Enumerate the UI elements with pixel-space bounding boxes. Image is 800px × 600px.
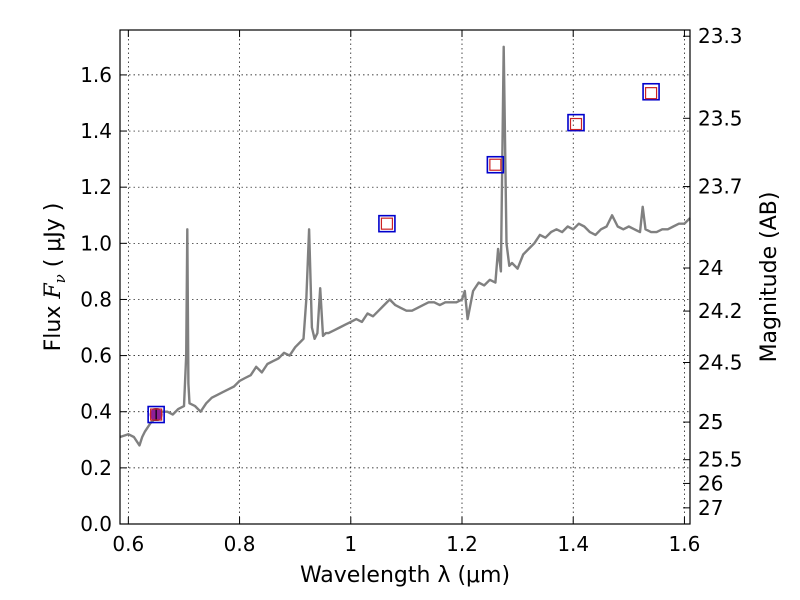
- x-tick-label: 1.2: [446, 532, 478, 556]
- y2-tick-label: 27: [698, 496, 723, 520]
- y-axis-label-symbol: F: [41, 283, 66, 300]
- y2-tick-label: 23.3: [698, 24, 743, 48]
- model-photometry-blue-box: [147, 405, 165, 424]
- y2-tick-label: 25.5: [698, 448, 743, 472]
- x-tick-label: 1: [344, 532, 357, 556]
- model-photometry-red-box: [380, 217, 394, 230]
- y-axis-label-suffix: ( μJy ): [41, 203, 66, 275]
- y-tick-label: 1.2: [80, 175, 112, 199]
- y2-tick-label: 24: [698, 256, 723, 280]
- y-tick-label: 0.4: [80, 400, 112, 424]
- y-axis-label-sub: ν: [51, 274, 69, 283]
- x-tick-label: 1.6: [669, 532, 701, 556]
- y2-tick-label: 23.7: [698, 175, 743, 199]
- y2-tick-label: 24.5: [698, 350, 743, 374]
- y2-tick-label: 23.5: [698, 106, 743, 130]
- x-axis-label: Wavelength λ (μm): [300, 563, 510, 588]
- x-tick-label: 1.4: [557, 532, 589, 556]
- y2-tick-label: 26: [698, 471, 723, 495]
- y2-axis-label: Magnitude (AB): [757, 192, 782, 363]
- model-photometry-blue-box: [567, 113, 585, 132]
- y-tick-label: 1.0: [80, 231, 112, 255]
- y-tick-label: 0.0: [80, 512, 112, 536]
- y-axis-label-prefix: Flux: [41, 299, 66, 352]
- plot-area: [119, 45, 691, 447]
- plot-frame: [119, 29, 691, 525]
- y-tick-label: 0.2: [80, 456, 112, 480]
- y2-tick-label: 25: [698, 410, 723, 434]
- y-tick-label: 1.6: [80, 63, 112, 87]
- axes-ticks: 0.6 0.8 1 1.2 1.4 1.6 0.0 0.2 0.4 0.6 0.8 1.0 1.2 1.4…: [80, 24, 742, 556]
- y-axis-label: Flux Fν ( μJy ): [41, 203, 69, 352]
- y-tick-label: 0.8: [80, 287, 112, 311]
- model-photometry-red-box: [150, 408, 163, 421]
- model-spectrum-line: [119, 45, 691, 447]
- model-photometry-red-box: [644, 87, 658, 100]
- model-photometry-red-box: [489, 158, 502, 171]
- grid: [120, 30, 690, 525]
- model-photometry-blue-box: [486, 155, 505, 174]
- model-photometry-red-box: [569, 117, 583, 131]
- x-tick-label: 0.8: [224, 532, 256, 556]
- x-tick-label: 0.6: [112, 532, 144, 556]
- y-tick-label: 1.4: [80, 119, 112, 143]
- y2-tick-label: 24.2: [698, 299, 743, 323]
- model-photometry-blue-box: [378, 214, 396, 233]
- y-tick-label: 0.6: [80, 344, 112, 368]
- model-photometry-blue-box: [642, 82, 660, 101]
